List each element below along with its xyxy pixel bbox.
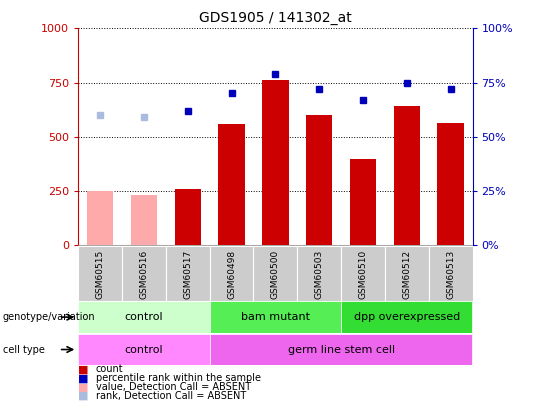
Text: dpp overexpressed: dpp overexpressed bbox=[354, 312, 460, 322]
Bar bbox=[385, 246, 429, 301]
Text: ■: ■ bbox=[78, 364, 89, 374]
Bar bbox=[253, 246, 298, 301]
Bar bbox=[429, 246, 472, 301]
Text: ■: ■ bbox=[78, 373, 89, 383]
Bar bbox=[166, 246, 210, 301]
Text: GSM60500: GSM60500 bbox=[271, 249, 280, 299]
Text: GSM60515: GSM60515 bbox=[96, 249, 105, 299]
Text: rank, Detection Call = ABSENT: rank, Detection Call = ABSENT bbox=[96, 391, 246, 401]
Bar bbox=[298, 246, 341, 301]
Bar bbox=[87, 191, 113, 245]
Bar bbox=[210, 246, 253, 301]
Bar bbox=[350, 160, 376, 245]
Bar bbox=[78, 246, 122, 301]
Text: count: count bbox=[96, 364, 123, 374]
Text: GSM60498: GSM60498 bbox=[227, 249, 236, 299]
Bar bbox=[394, 107, 420, 245]
Text: cell type: cell type bbox=[3, 345, 45, 354]
Bar bbox=[437, 123, 464, 245]
Bar bbox=[219, 124, 245, 245]
Text: GSM60517: GSM60517 bbox=[183, 249, 192, 299]
Text: percentile rank within the sample: percentile rank within the sample bbox=[96, 373, 261, 383]
Bar bbox=[131, 195, 157, 245]
Text: GSM60516: GSM60516 bbox=[139, 249, 148, 299]
Text: value, Detection Call = ABSENT: value, Detection Call = ABSENT bbox=[96, 382, 251, 392]
Bar bbox=[78, 301, 210, 333]
Bar bbox=[306, 115, 332, 245]
Text: genotype/variation: genotype/variation bbox=[3, 312, 96, 322]
Text: GSM60513: GSM60513 bbox=[446, 249, 455, 299]
Text: ■: ■ bbox=[78, 391, 89, 401]
Text: bam mutant: bam mutant bbox=[241, 312, 310, 322]
Text: control: control bbox=[125, 345, 163, 354]
Text: GSM60503: GSM60503 bbox=[315, 249, 323, 299]
Bar bbox=[262, 80, 288, 245]
Text: GSM60510: GSM60510 bbox=[359, 249, 368, 299]
Bar bbox=[341, 301, 472, 333]
Title: GDS1905 / 141302_at: GDS1905 / 141302_at bbox=[199, 11, 352, 25]
Bar bbox=[341, 246, 385, 301]
Text: germ line stem cell: germ line stem cell bbox=[287, 345, 395, 354]
Text: control: control bbox=[125, 312, 163, 322]
Bar bbox=[122, 246, 166, 301]
Text: GSM60512: GSM60512 bbox=[402, 249, 411, 299]
Bar bbox=[210, 301, 341, 333]
Text: ■: ■ bbox=[78, 382, 89, 392]
Bar bbox=[210, 334, 472, 365]
Bar bbox=[174, 189, 201, 245]
Bar bbox=[78, 334, 210, 365]
